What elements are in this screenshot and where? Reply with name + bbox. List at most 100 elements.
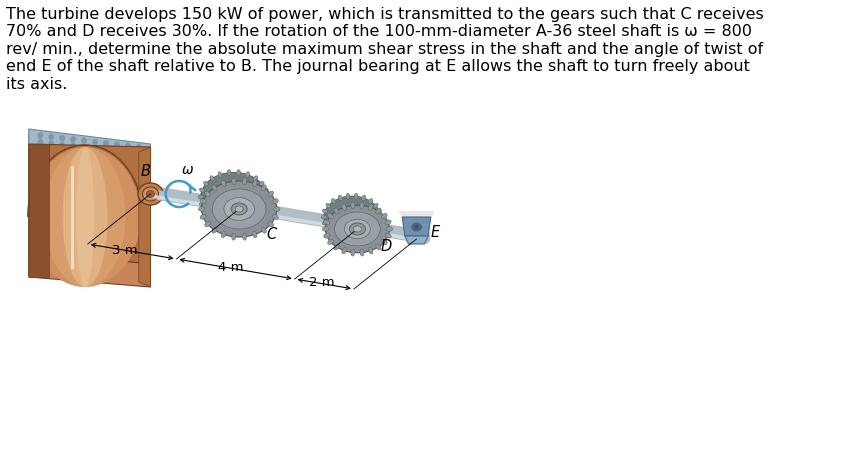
Ellipse shape (260, 208, 264, 213)
Ellipse shape (339, 233, 342, 239)
Text: 2 m: 2 m (309, 276, 334, 289)
Ellipse shape (353, 226, 361, 232)
Polygon shape (29, 134, 150, 159)
Ellipse shape (253, 176, 258, 181)
Ellipse shape (232, 233, 236, 240)
Ellipse shape (246, 172, 249, 177)
Ellipse shape (322, 227, 329, 231)
Ellipse shape (147, 190, 155, 197)
Ellipse shape (268, 221, 273, 227)
Ellipse shape (198, 195, 203, 199)
Ellipse shape (334, 208, 339, 214)
Ellipse shape (205, 221, 210, 227)
Ellipse shape (376, 244, 381, 250)
Ellipse shape (386, 227, 392, 231)
Circle shape (104, 141, 108, 146)
Text: its axis.: its axis. (6, 77, 68, 92)
Ellipse shape (253, 180, 257, 187)
Ellipse shape (210, 213, 214, 218)
Ellipse shape (327, 213, 333, 219)
Ellipse shape (261, 227, 266, 233)
Ellipse shape (142, 187, 159, 201)
Ellipse shape (332, 199, 336, 204)
Circle shape (60, 135, 64, 140)
Ellipse shape (362, 233, 365, 239)
Ellipse shape (360, 202, 364, 209)
Ellipse shape (322, 221, 327, 225)
Ellipse shape (203, 182, 208, 186)
Text: rev/ min., determine the absolute maximum shear stress in the shaft and the angl: rev/ min., determine the absolute maximu… (6, 42, 763, 57)
Circle shape (38, 133, 43, 138)
Text: E: E (431, 225, 440, 240)
Ellipse shape (227, 219, 231, 225)
Ellipse shape (411, 223, 422, 231)
Ellipse shape (362, 195, 365, 201)
Ellipse shape (345, 213, 358, 221)
Ellipse shape (253, 213, 258, 218)
Ellipse shape (349, 215, 355, 219)
Ellipse shape (385, 233, 391, 238)
Ellipse shape (368, 230, 372, 236)
Circle shape (126, 150, 130, 154)
Ellipse shape (221, 231, 226, 238)
Ellipse shape (263, 188, 268, 192)
Circle shape (136, 151, 141, 156)
Text: 70% and D receives 30%. If the rotation of the 100-mm-diameter A-36 steel shaft : 70% and D receives 30%. If the rotation … (6, 24, 753, 39)
Ellipse shape (200, 202, 205, 206)
Text: end E of the shaft relative to B. The journal bearing at E allows the shaft to t: end E of the shaft relative to B. The jo… (6, 60, 750, 74)
Ellipse shape (76, 147, 94, 287)
Ellipse shape (273, 214, 279, 219)
Polygon shape (398, 211, 435, 221)
Ellipse shape (342, 247, 346, 254)
Ellipse shape (224, 198, 254, 220)
Circle shape (60, 142, 64, 147)
Ellipse shape (62, 147, 108, 287)
Ellipse shape (345, 219, 371, 239)
Ellipse shape (377, 209, 382, 213)
Ellipse shape (324, 233, 330, 238)
Ellipse shape (205, 191, 210, 196)
Ellipse shape (339, 195, 342, 201)
Ellipse shape (378, 215, 383, 219)
Ellipse shape (201, 181, 277, 237)
Ellipse shape (354, 193, 358, 199)
Ellipse shape (264, 195, 270, 199)
Circle shape (71, 137, 76, 142)
Ellipse shape (213, 189, 266, 229)
Ellipse shape (332, 230, 336, 236)
Ellipse shape (260, 182, 264, 186)
Ellipse shape (322, 209, 327, 213)
Ellipse shape (324, 220, 330, 225)
Ellipse shape (242, 233, 247, 240)
Ellipse shape (231, 203, 247, 215)
Ellipse shape (45, 147, 125, 287)
Text: B: B (141, 164, 151, 179)
Circle shape (82, 145, 86, 150)
Ellipse shape (210, 176, 214, 181)
Ellipse shape (268, 191, 273, 196)
Ellipse shape (326, 226, 331, 231)
Ellipse shape (349, 223, 365, 235)
Ellipse shape (218, 217, 222, 222)
Ellipse shape (200, 214, 206, 219)
Ellipse shape (200, 188, 205, 192)
Ellipse shape (324, 196, 380, 238)
Circle shape (115, 142, 119, 147)
Polygon shape (29, 252, 150, 287)
Ellipse shape (273, 207, 279, 211)
Ellipse shape (263, 202, 268, 206)
Ellipse shape (246, 217, 249, 222)
Polygon shape (29, 129, 150, 159)
Circle shape (93, 146, 97, 151)
Ellipse shape (212, 185, 217, 191)
Circle shape (71, 143, 76, 148)
Ellipse shape (381, 213, 387, 219)
Ellipse shape (360, 249, 364, 256)
Ellipse shape (321, 215, 326, 219)
Ellipse shape (373, 226, 378, 231)
Circle shape (38, 140, 43, 145)
Ellipse shape (368, 204, 373, 211)
Ellipse shape (138, 183, 163, 205)
Circle shape (82, 138, 86, 143)
Ellipse shape (327, 239, 333, 244)
